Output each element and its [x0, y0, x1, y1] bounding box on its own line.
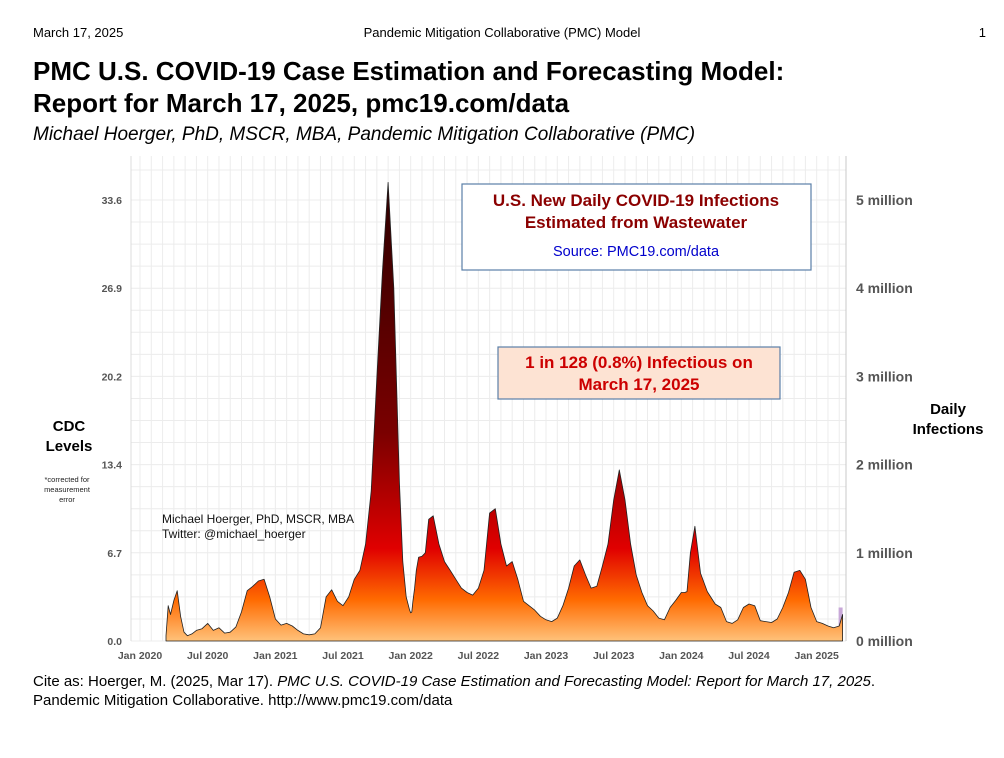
right-tick-label: 2 million — [856, 457, 913, 473]
citation-period: . — [870, 673, 876, 690]
callout-line2: March 17, 2025 — [579, 375, 700, 394]
report-title-line1: PMC U.S. COVID-19 Case Estimation and Fo… — [33, 56, 785, 86]
x-tick-label: Jan 2023 — [524, 650, 569, 662]
header-title: Pandemic Mitigation Collaborative (PMC) … — [363, 25, 641, 40]
right-axis-label-line1: Daily — [930, 401, 967, 418]
page-number: 1 — [978, 25, 986, 40]
right-axis-title: Daily Infections — [913, 401, 984, 438]
x-tick-label: Jul 2024 — [728, 650, 770, 662]
chart-title: U.S. New Daily COVID-19 Infections — [493, 191, 779, 210]
left-axis-label-line2: Levels — [46, 438, 93, 455]
note-line2: measurement — [44, 485, 91, 494]
citation-line2: Pandemic Mitigation Collaborative. http:… — [33, 692, 453, 709]
note-line1: *corrected for — [44, 475, 90, 484]
note-line3: error — [59, 495, 75, 504]
left-tick-label: 0.0 — [107, 636, 122, 648]
header-date: March 17, 2025 — [33, 25, 124, 40]
covid-infections-chart: 0.0 6.7 13.4 20.2 26.9 33.6 0 million 1 millio… — [44, 156, 984, 662]
right-tick-label: 0 million — [856, 633, 913, 649]
left-axis-title: CDC Levels — [46, 418, 93, 455]
watermark-line2: Twitter: @michael_hoerger — [162, 527, 306, 541]
infectious-callout: 1 in 128 (0.8%) Infectious on March 17, … — [497, 346, 781, 400]
left-tick-label: 13.4 — [102, 460, 123, 472]
citation-prefix: Cite as: Hoerger, M. (2025, Mar 17). — [33, 673, 278, 690]
left-axis-label-line1: CDC — [53, 418, 86, 435]
x-tick-label: Jul 2022 — [458, 650, 500, 662]
x-tick-label: Jul 2023 — [593, 650, 635, 662]
right-tick-label: 3 million — [856, 368, 913, 384]
x-tick-label: Jan 2022 — [388, 650, 433, 662]
left-tick-label: 26.9 — [102, 283, 123, 295]
report-title-line2: Report for March 17, 2025, pmc19.com/dat… — [33, 88, 570, 118]
report-author: Michael Hoerger, PhD, MSCR, MBA, Pandemi… — [33, 124, 696, 145]
left-tick-label: 6.7 — [107, 548, 122, 560]
left-tick-label: 33.6 — [102, 195, 123, 207]
watermark-line1: Michael Hoerger, PhD, MSCR, MBA — [162, 512, 354, 526]
title-box: U.S. New Daily COVID-19 Infections Estim… — [461, 183, 812, 271]
right-axis-label-line2: Infections — [913, 421, 984, 438]
watermark: Michael Hoerger, PhD, MSCR, MBA Twitter:… — [162, 512, 354, 541]
x-tick-label: Jan 2024 — [659, 650, 704, 662]
x-tick-label: Jul 2021 — [322, 650, 364, 662]
right-tick-label: 1 million — [856, 545, 913, 561]
infections-area — [165, 182, 843, 642]
x-tick-label: Jan 2020 — [118, 650, 163, 662]
left-axis-note: *corrected for measurement error — [44, 475, 91, 504]
x-tick-label: Jul 2020 — [187, 650, 229, 662]
citation-title: PMC U.S. COVID-19 Case Estimation and Fo… — [277, 673, 871, 690]
x-tick-label: Jan 2021 — [253, 650, 298, 662]
chart-source: Source: PMC19.com/data — [553, 244, 720, 260]
chart-subtitle: Estimated from Wastewater — [525, 213, 748, 232]
right-tick-label: 4 million — [856, 280, 913, 296]
x-tick-label: Jan 2025 — [794, 650, 839, 662]
left-tick-label: 20.2 — [102, 371, 123, 383]
right-tick-label: 5 million — [856, 192, 913, 208]
callout-line1: 1 in 128 (0.8%) Infectious on — [525, 353, 753, 372]
citation-line1: Cite as: Hoerger, M. (2025, Mar 17). PMC… — [33, 672, 875, 691]
citation: Cite as: Hoerger, M. (2025, Mar 17). PMC… — [33, 672, 875, 710]
